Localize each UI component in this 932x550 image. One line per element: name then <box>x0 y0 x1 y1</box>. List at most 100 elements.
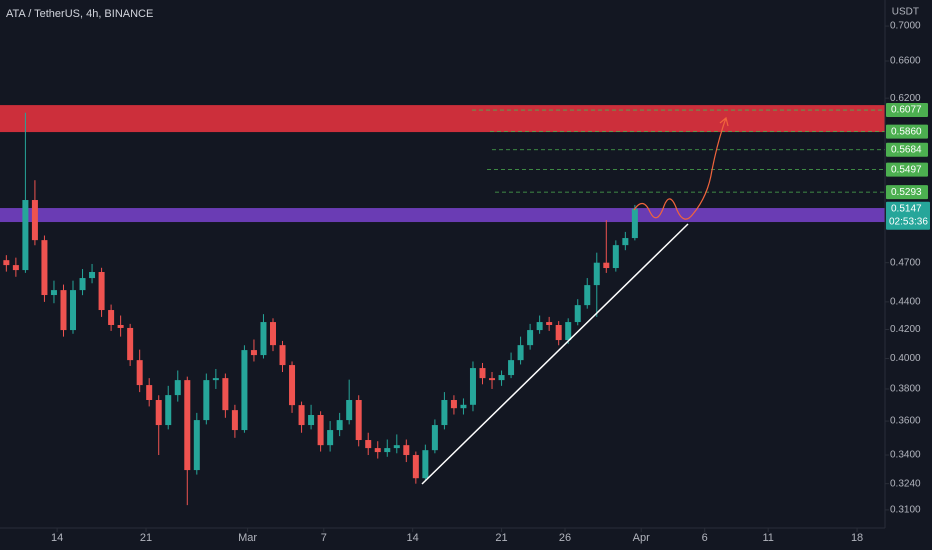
candle-body <box>489 378 496 381</box>
countdown-label: 02:53:36 <box>889 216 928 227</box>
y-tick-label: 0.3100 <box>890 505 921 516</box>
y-tick-label: 0.3240 <box>890 478 921 489</box>
y-tick-label: 0.4400 <box>890 297 921 308</box>
level-label: 0.5497 <box>891 164 922 175</box>
candle-body <box>384 448 391 453</box>
last-price-box <box>886 201 930 230</box>
candle-body <box>50 290 57 296</box>
y-tick-label: 0.7000 <box>890 21 921 32</box>
x-tick-label: Mar <box>238 532 257 544</box>
y-tick-label: 0.4700 <box>890 257 921 268</box>
y-tick-label: 0.3600 <box>890 416 921 427</box>
candle-body <box>498 375 505 381</box>
candle-body <box>250 350 257 356</box>
candle-body <box>393 445 400 449</box>
candle-body <box>508 360 515 376</box>
candle-body <box>155 400 162 426</box>
candle-body <box>31 200 38 241</box>
candle-body <box>374 448 381 453</box>
candle-body <box>241 350 248 431</box>
candle-body <box>298 405 305 426</box>
candle-body <box>127 327 134 361</box>
x-tick-label: 21 <box>495 532 507 544</box>
zone <box>0 105 885 133</box>
level-label-box <box>886 142 928 157</box>
y-tick-label: 0.4200 <box>890 324 921 335</box>
candle-body <box>279 345 286 366</box>
candle-body <box>222 378 229 411</box>
chart-title: ATA / TetherUS, 4h, BINANCE <box>6 8 153 20</box>
candle-body <box>89 271 96 279</box>
candle-body <box>517 345 524 361</box>
candle-body <box>622 238 629 246</box>
axes: 0.7000 0.6600 0.6200 0.4700 0.4400 0.4200 0.40… <box>51 21 930 544</box>
candle-body <box>460 404 467 409</box>
candle-body <box>60 290 67 331</box>
candle-body <box>469 368 476 405</box>
candle-body <box>117 325 124 328</box>
candle-body <box>79 278 86 291</box>
candle-body <box>431 425 438 451</box>
level-label-box <box>886 185 928 200</box>
candle-body <box>108 310 115 326</box>
candle-body <box>584 285 591 306</box>
candle-body <box>289 365 296 406</box>
candle-body <box>346 400 353 421</box>
x-tick-label: 18 <box>851 532 863 544</box>
currency-label: USDT <box>892 7 919 18</box>
candle-body <box>412 455 419 479</box>
candle-body <box>565 322 572 341</box>
candle-body <box>260 322 267 356</box>
level-label: 0.5684 <box>891 144 922 155</box>
candle-body <box>41 240 48 296</box>
candle-body <box>308 415 315 426</box>
candle-body <box>327 430 334 446</box>
candle-body <box>212 378 219 381</box>
zone <box>0 208 885 223</box>
candle-body <box>70 290 77 331</box>
level-label: 0.5860 <box>891 126 922 137</box>
level-label: 0.6077 <box>891 105 922 116</box>
candle-body <box>174 380 181 396</box>
candle-body <box>317 415 324 446</box>
y-tick-label: 0.3400 <box>890 450 921 461</box>
y-tick-label: 0.6200 <box>890 93 921 104</box>
candle-body <box>3 260 10 266</box>
candle-body <box>355 400 362 441</box>
candle-body <box>536 322 543 331</box>
candle-body <box>612 245 619 269</box>
candle-body <box>203 380 210 421</box>
x-tick-label: 6 <box>702 532 708 544</box>
candle-body <box>336 420 343 431</box>
candle-body <box>184 380 191 471</box>
x-tick-label: Apr <box>633 532 650 544</box>
candle-body <box>231 410 238 431</box>
candle-body <box>479 368 486 379</box>
candle-body <box>422 450 429 479</box>
candle-body <box>98 271 105 311</box>
y-tick-label: 0.3800 <box>890 384 921 395</box>
candle-body <box>269 322 276 346</box>
candle-body <box>631 208 638 239</box>
candle-body <box>22 200 29 271</box>
candle-body <box>546 322 553 326</box>
level-label: 0.5293 <box>891 187 922 198</box>
candle-body <box>441 400 448 426</box>
y-tick-label: 0.4000 <box>890 353 921 364</box>
candle-body <box>450 400 457 409</box>
candle-body <box>574 305 581 323</box>
candle-body <box>365 440 372 449</box>
x-tick-label: 11 <box>762 532 773 544</box>
zones <box>0 105 885 223</box>
projection-arrow <box>633 116 729 220</box>
x-tick-label: 14 <box>407 532 419 544</box>
x-tick-label: 7 <box>321 532 327 544</box>
last-price-label: 0.5147 <box>891 203 922 214</box>
candle-body <box>403 445 410 456</box>
candle-body <box>12 265 19 271</box>
x-tick-label: 26 <box>559 532 571 544</box>
candle-body <box>136 360 143 386</box>
